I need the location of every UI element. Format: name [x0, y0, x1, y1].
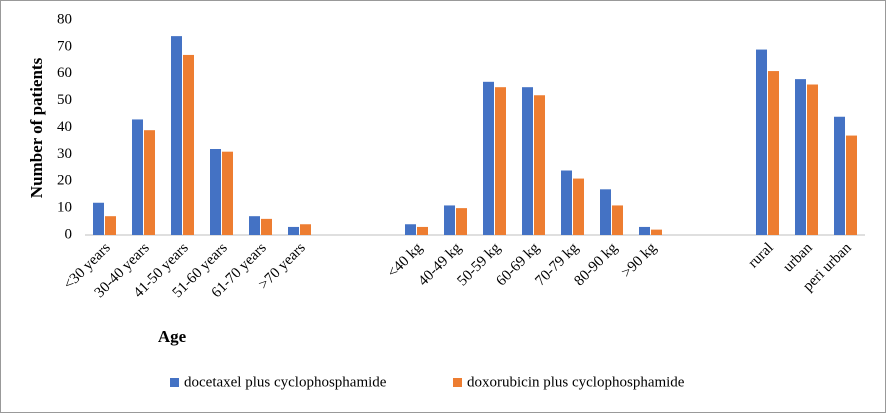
- bar: [249, 216, 260, 235]
- y-tick-label: 50: [57, 92, 72, 108]
- bar: [261, 218, 272, 235]
- y-tick-label: 70: [57, 38, 72, 54]
- bar: [417, 226, 428, 235]
- bar: [222, 151, 233, 235]
- bar: [288, 226, 299, 235]
- legend-swatch: [170, 378, 179, 387]
- bar: [132, 119, 143, 235]
- bar: [756, 49, 767, 235]
- bar: [483, 81, 494, 235]
- bar: [846, 135, 857, 235]
- y-axis-title: Number of patients: [27, 57, 46, 198]
- bar: [807, 84, 818, 235]
- bar: [93, 202, 104, 235]
- y-tick-label: 0: [65, 226, 73, 242]
- bar: [456, 208, 467, 235]
- bar: [573, 178, 584, 235]
- bar: [444, 205, 455, 235]
- y-tick-label: 30: [57, 146, 72, 162]
- legend-swatch: [453, 378, 462, 387]
- bar: [405, 224, 416, 235]
- bar: [834, 116, 845, 235]
- bar: [639, 226, 650, 235]
- bar: [600, 189, 611, 235]
- bar: [105, 216, 116, 235]
- y-tick-label: 40: [57, 119, 72, 135]
- y-tick-label: 20: [57, 173, 72, 189]
- y-tick-label: 60: [57, 65, 72, 81]
- bar: [651, 229, 662, 235]
- legend-label: docetaxel plus cyclophosphamide: [184, 374, 387, 390]
- bar: [300, 224, 311, 235]
- bar: [612, 205, 623, 235]
- bar: [522, 87, 533, 235]
- bar: [495, 87, 506, 235]
- bar: [768, 71, 779, 235]
- bar: [534, 95, 545, 235]
- legend-label: doxorubicin plus cyclophosphamide: [467, 374, 685, 390]
- bar: [183, 54, 194, 235]
- bar: [795, 79, 806, 235]
- bar: [561, 170, 572, 235]
- x-axis-title: Age: [158, 327, 187, 346]
- bar: [171, 36, 182, 235]
- bar: [144, 130, 155, 235]
- y-tick-label: 10: [57, 200, 72, 216]
- y-tick-label: 80: [57, 11, 72, 27]
- bar: [210, 149, 221, 235]
